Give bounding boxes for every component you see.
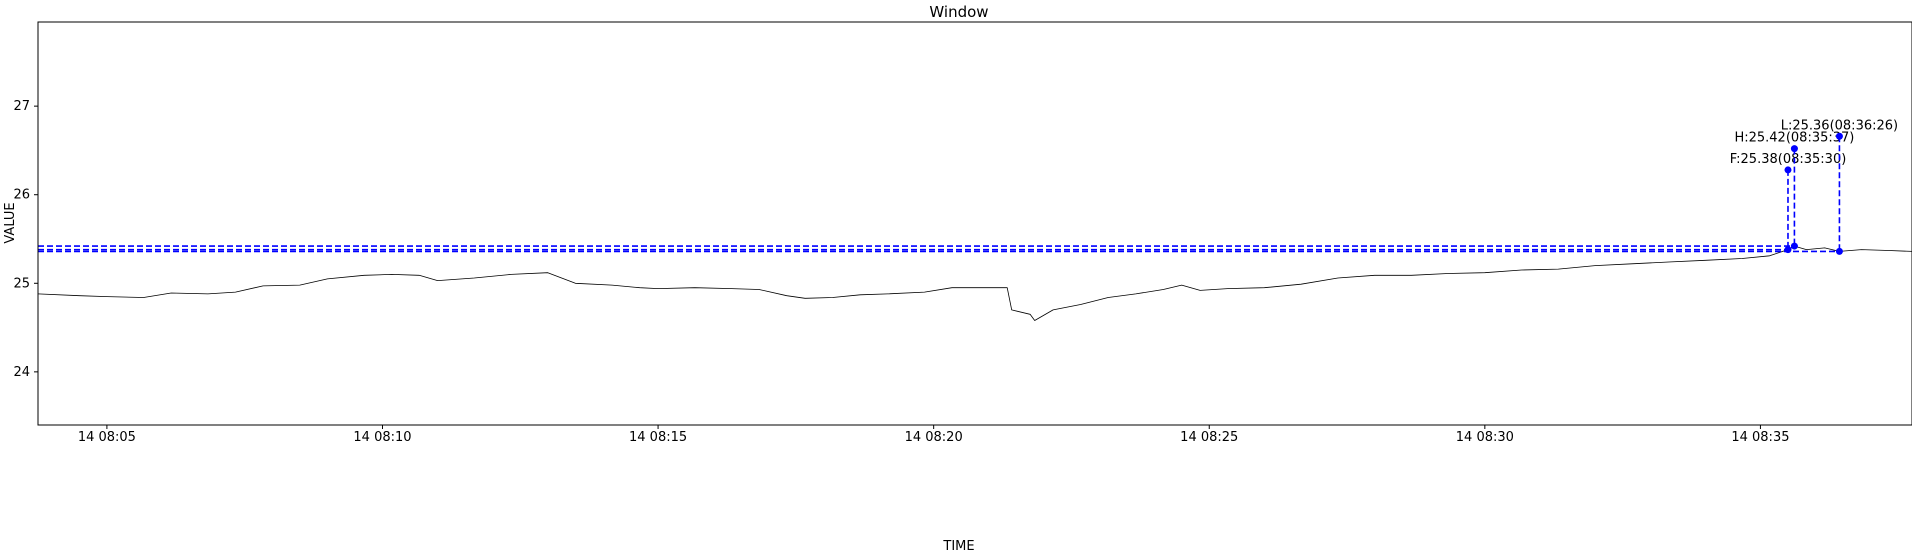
y-tick-label: 24 [13, 365, 30, 380]
marker-layer: F:25.38(08:35:30) H:25.42(08:35:37)L:25.3… [38, 118, 1898, 255]
marker-label: H:25.42(08:35:37) [1734, 131, 1854, 146]
x-tick-label: 14 08:10 [353, 430, 411, 445]
marker-value-point [1790, 242, 1798, 250]
series-layer [37, 245, 1912, 321]
y-tick-label: 25 [13, 276, 30, 291]
marker-top-point [1835, 132, 1843, 140]
marker-label: L:25.36(08:36:26) [1781, 118, 1898, 133]
marker-top-point [1790, 145, 1798, 153]
x-tick-label: 14 08:15 [629, 430, 687, 445]
x-tick-label: 14 08:35 [1731, 430, 1789, 445]
series-line [37, 245, 1912, 321]
x-tick-label: 14 08:20 [905, 430, 963, 445]
x-axis-label: TIME [942, 539, 974, 554]
x-tick-label: 14 08:30 [1456, 430, 1514, 445]
marker-value-point [1835, 247, 1843, 255]
marker-label: F:25.38(08:35:30) [1730, 152, 1847, 167]
x-tick-label: 14 08:25 [1180, 430, 1238, 445]
y-tick-label: 26 [13, 188, 30, 203]
tick-layer: 14 08:05 14 08:10 14 08:15 14 08:20 14 08:25… [13, 99, 1789, 445]
y-axis-label: VALUE [3, 202, 18, 243]
plot-frame [37, 21, 1912, 426]
y-tick-label: 27 [13, 99, 30, 114]
chart-title: Window [929, 3, 988, 21]
marker-top-point [1784, 166, 1792, 174]
x-tick-label: 14 08:05 [78, 430, 136, 445]
